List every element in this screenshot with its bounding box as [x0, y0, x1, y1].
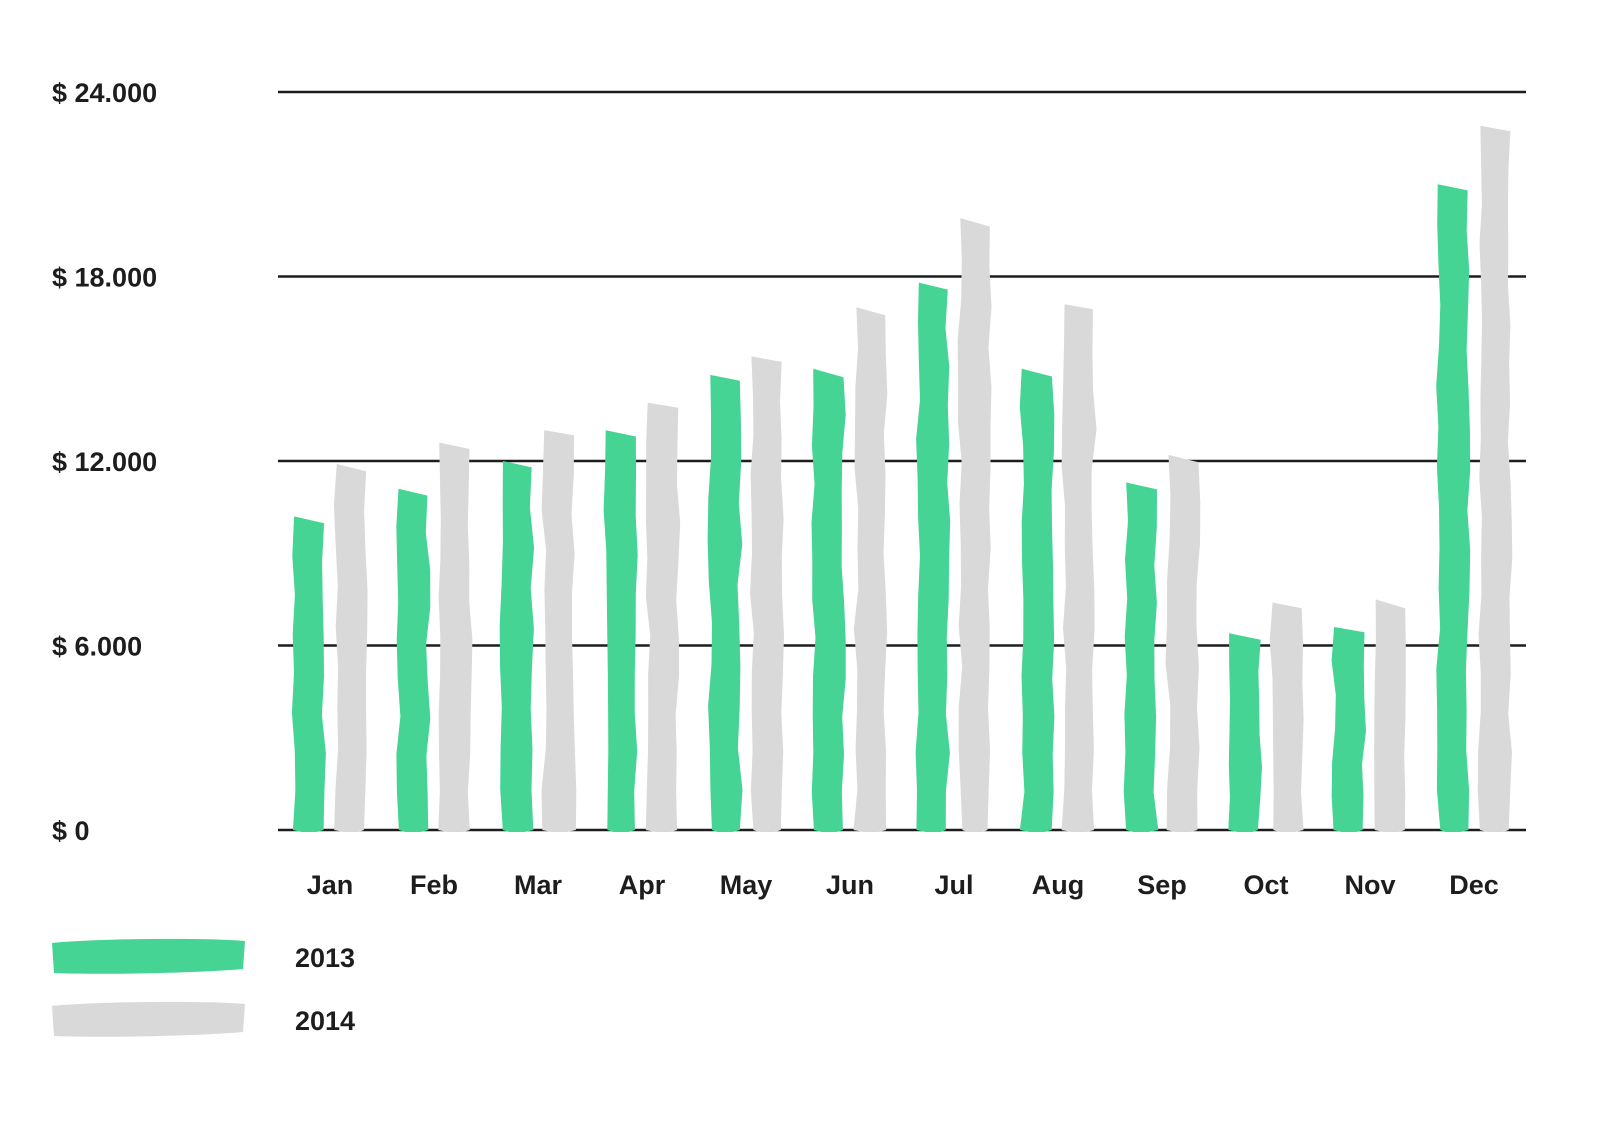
- bar-2014-feb: [438, 442, 473, 832]
- y-axis-ticks: $ 0 $ 6.000 $ 12.000 $ 18.000 $ 24.000: [52, 78, 157, 846]
- x-tick-label-feb: Feb: [410, 870, 458, 900]
- x-tick-label-dec: Dec: [1449, 870, 1499, 900]
- legend-label-2013: 2013: [295, 943, 355, 973]
- bar-2014-dec: [1477, 125, 1513, 833]
- bar-2014-nov: [1374, 599, 1406, 832]
- x-tick-label-nov: Nov: [1344, 870, 1395, 900]
- x-tick-label-jul: Jul: [934, 870, 973, 900]
- y-tick-label-1: $ 6.000: [52, 632, 142, 662]
- legend-swatch-2014: [52, 1001, 245, 1037]
- bar-2014-aug: [1061, 304, 1097, 832]
- x-tick-label-sep: Sep: [1137, 870, 1187, 900]
- x-axis-ticks: Jan Feb Mar Apr May Jun Jul Aug Sep Oct Nov Dec: [307, 870, 1499, 900]
- bar-2013-may: [707, 374, 743, 832]
- bar-2014-jan: [333, 464, 368, 832]
- x-tick-label-aug: Aug: [1032, 870, 1084, 900]
- bar-2014-jul: [957, 218, 992, 833]
- x-tick-label-apr: Apr: [619, 870, 666, 900]
- bar-2013-apr: [603, 430, 638, 832]
- bar-2014-mar: [541, 430, 577, 832]
- bar-2014-jun: [853, 307, 888, 832]
- bar-2014-apr: [645, 402, 681, 832]
- x-tick-label-oct: Oct: [1243, 870, 1288, 900]
- legend-swatch-2013: [52, 938, 245, 974]
- x-tick-label-mar: Mar: [514, 870, 563, 900]
- bar-2014-sep: [1165, 454, 1201, 832]
- bar-2013-dec: [1436, 184, 1471, 833]
- legend: 2013 2014: [52, 938, 355, 1037]
- bar-2013-feb: [396, 488, 431, 832]
- y-tick-label-2: $ 12.000: [52, 447, 157, 477]
- y-tick-label-4: $ 24.000: [52, 78, 157, 108]
- bar-2013-aug: [1019, 368, 1055, 832]
- y-tick-label-0: $ 0: [52, 816, 90, 846]
- bar-2014-may: [750, 356, 784, 832]
- grid-layer: [278, 90, 1526, 832]
- bar-2013-nov: [1331, 627, 1366, 832]
- bars: [291, 125, 1513, 833]
- bar-2014-oct: [1269, 602, 1304, 832]
- legend-label-2014: 2014: [295, 1006, 355, 1036]
- bar-2013-oct: [1228, 633, 1262, 832]
- bar-2013-jul: [915, 282, 951, 833]
- y-tick-label-3: $ 18.000: [52, 263, 157, 293]
- x-tick-label-may: May: [720, 870, 773, 900]
- bar-2013-sep: [1123, 482, 1159, 832]
- x-tick-label-jun: Jun: [826, 870, 874, 900]
- bar-2013-jun: [811, 368, 846, 832]
- bar-2013-jan: [291, 516, 326, 832]
- bar-2013-mar: [499, 461, 535, 832]
- x-tick-label-jan: Jan: [307, 870, 354, 900]
